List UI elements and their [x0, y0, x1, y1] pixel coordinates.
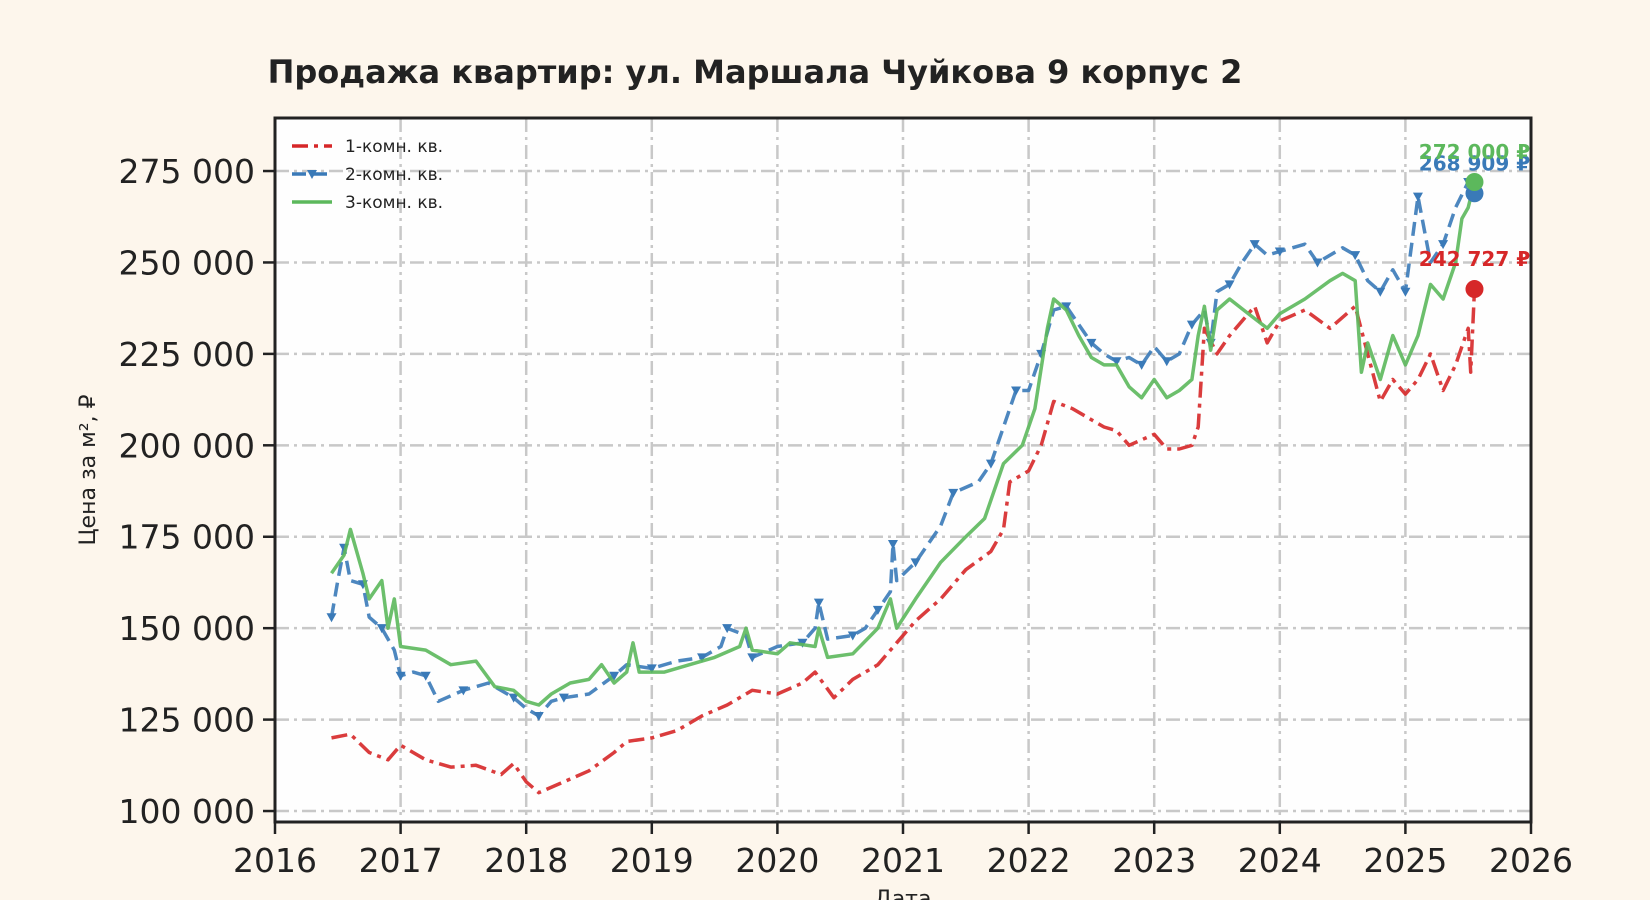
- series-marker: [722, 624, 733, 634]
- series-marker: [1274, 247, 1285, 257]
- series-marker: [1224, 280, 1235, 290]
- y-axis: 100 000 125 000 150 000 175 000 200 000 225 0…: [119, 152, 275, 831]
- series-marker: [1111, 357, 1122, 367]
- x-tick-label: 2024: [1238, 841, 1322, 880]
- series-marker: [1400, 287, 1411, 297]
- series-marker: [1375, 287, 1386, 297]
- end-value-label: 272 000 ₽: [1419, 140, 1530, 164]
- series-marker: [558, 693, 569, 703]
- x-axis: 2016 2017 2018 2019 2020 2021 2022 2023 2024 2025…: [233, 822, 1573, 880]
- y-tick-label: 125 000: [119, 701, 255, 740]
- series-marker: [813, 598, 824, 608]
- series-marker: [847, 631, 858, 641]
- x-tick-label: 2022: [987, 841, 1071, 880]
- x-tick-label: 2016: [233, 841, 317, 880]
- y-tick-label: 250 000: [119, 243, 255, 282]
- x-tick-label: 2020: [735, 841, 819, 880]
- series-marker: [1011, 386, 1022, 396]
- series-line-3: [330, 181, 1477, 707]
- end-value-label: 268 909 ₽: [1419, 151, 1530, 175]
- end-point-marker: [1465, 280, 1484, 299]
- series-marker: [1086, 338, 1097, 348]
- x-tick-label: 2026: [1489, 841, 1573, 880]
- series-marker: [1186, 320, 1197, 330]
- x-tick-label: 2019: [610, 841, 694, 880]
- series-marker: [1438, 240, 1449, 250]
- series-marker: [458, 686, 469, 696]
- x-axis-label: Дата: [875, 887, 932, 900]
- y-tick-label: 150 000: [119, 609, 255, 648]
- plot-frame: [273, 116, 1533, 824]
- y-tick-label: 100 000: [119, 792, 255, 831]
- legend: 1-комн. кв. 2-комн. кв. 3-комн. кв.: [292, 137, 443, 213]
- series-marker: [910, 558, 921, 568]
- series-marker: [1061, 302, 1072, 312]
- x-tick-label: 2018: [484, 841, 568, 880]
- series-marker: [1249, 240, 1260, 250]
- series-marker: [376, 624, 387, 634]
- series-marker: [1412, 192, 1423, 202]
- series-marker: [985, 459, 996, 469]
- legend-label: 2-комн. кв.: [345, 165, 443, 185]
- series-marker: [887, 540, 898, 550]
- series-marker: [420, 671, 431, 681]
- x-tick-label: 2017: [359, 841, 443, 880]
- series-marker: [533, 711, 544, 721]
- series-marker: [508, 693, 519, 703]
- legend-marker: [307, 170, 317, 179]
- series-marker: [747, 653, 758, 663]
- end-markers: 242 727 ₽ 268 909 ₽272 000 ₽: [1419, 140, 1530, 299]
- x-tick-label: 2021: [861, 841, 945, 880]
- chart-title: Продажа квартир: ул. Маршала Чуйкова 9 к…: [268, 53, 1243, 91]
- series-marker: [1161, 357, 1172, 367]
- series-marker: [1136, 360, 1147, 370]
- x-tick-label: 2025: [1363, 841, 1447, 880]
- series-marker: [326, 613, 337, 623]
- end-point-marker: [1465, 173, 1484, 191]
- series-marker: [1312, 258, 1323, 268]
- series-marker: [1350, 251, 1361, 261]
- y-tick-label: 275 000: [119, 152, 255, 191]
- legend-label: 1-комн. кв.: [345, 137, 443, 157]
- series-marker: [646, 664, 657, 674]
- x-tick-label: 2023: [1112, 841, 1196, 880]
- y-tick-label: 200 000: [119, 426, 255, 465]
- series-marker: [872, 605, 883, 615]
- series-marker: [609, 671, 620, 681]
- legend-label: 3-комн. кв.: [345, 193, 443, 213]
- series-marker: [948, 488, 959, 498]
- end-value-label: 242 727 ₽: [1419, 247, 1530, 271]
- series-line-1: [331, 289, 1477, 795]
- y-tick-label: 225 000: [119, 335, 255, 374]
- series-marker: [697, 653, 708, 663]
- series-marker: [395, 671, 406, 681]
- y-tick-label: 175 000: [119, 518, 255, 557]
- y-axis-label: Цена за м², ₽: [76, 394, 101, 545]
